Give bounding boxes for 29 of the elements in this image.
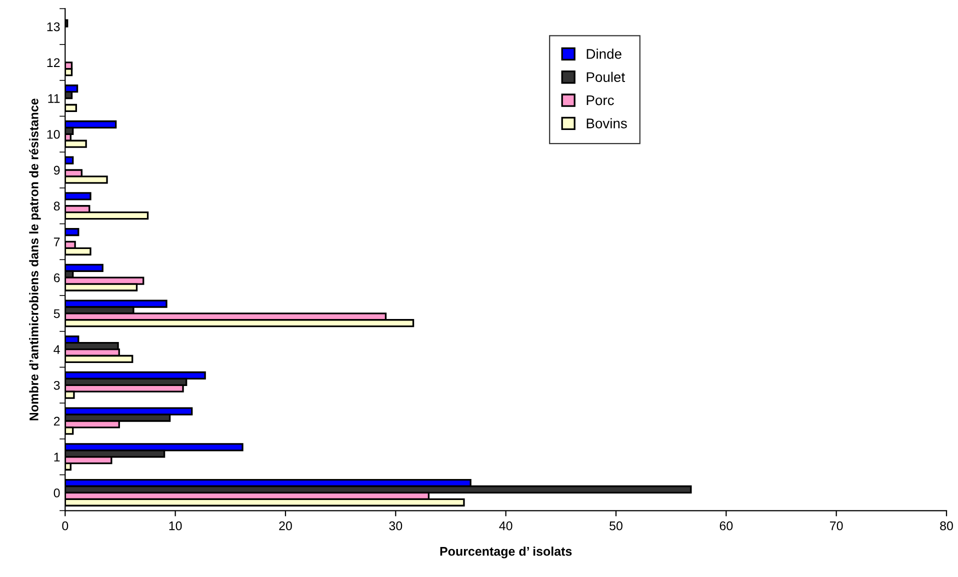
- x-tick-label: 20: [279, 521, 292, 530]
- y-tick-label: 8: [54, 202, 60, 211]
- legend-label: Porc: [586, 96, 614, 106]
- y-tick-label: 13: [47, 22, 60, 32]
- y-tick-label: 9: [54, 166, 60, 175]
- x-tick-label: 10: [169, 521, 182, 530]
- y-axis-title: Nombre d’antimicrobiens dans le patron de résistance: [29, 98, 41, 420]
- x-tick-label: 80: [940, 521, 953, 530]
- y-tick-label: 3: [54, 380, 60, 390]
- legend-label: Dinde: [586, 48, 622, 59]
- y-tick-label: 1: [54, 452, 60, 462]
- y-tick-label: 11: [48, 94, 60, 103]
- x-tick-label: 40: [499, 521, 512, 530]
- y-tick-label: 2: [54, 416, 60, 426]
- y-tick-label: 10: [47, 130, 60, 139]
- y-tick-label: 0: [54, 488, 60, 498]
- y-tick-label: 5: [54, 309, 60, 318]
- x-tick-label: 50: [610, 521, 622, 530]
- y-tick-label: 12: [47, 58, 60, 67]
- x-tick-label: 30: [389, 521, 402, 530]
- x-tick-label: 70: [830, 521, 843, 530]
- x-axis-title: Pourcentage d’ isolats: [440, 546, 572, 558]
- y-tick-label: 4: [54, 345, 60, 354]
- legend-label: Poulet: [586, 72, 625, 82]
- y-tick-label: 7: [54, 238, 60, 246]
- x-tick-label: 0: [62, 521, 68, 530]
- x-tick-label: 60: [720, 521, 733, 530]
- y-tick-label: 6: [54, 273, 60, 282]
- legend-label: Bovins: [586, 118, 627, 128]
